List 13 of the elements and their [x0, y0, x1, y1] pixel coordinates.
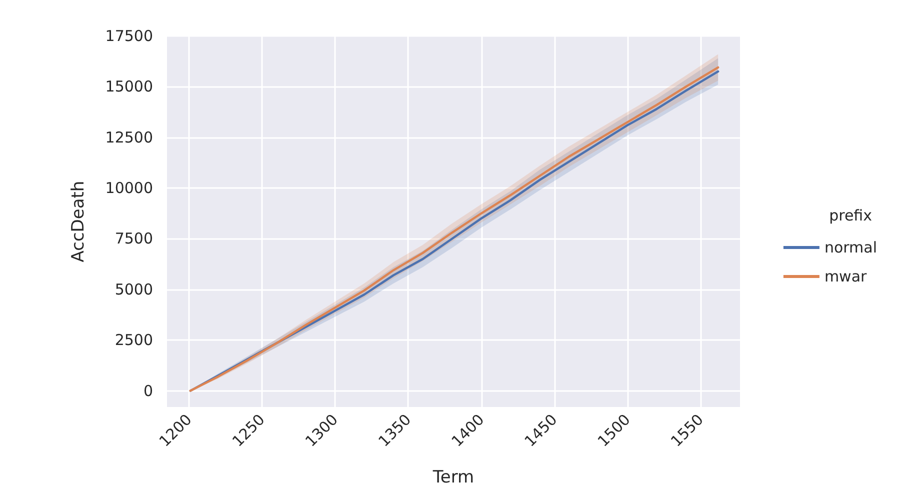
y-tick-label: 17500: [105, 27, 153, 45]
y-tick-label: 2500: [114, 331, 153, 350]
y-tick-label: 0: [143, 382, 153, 400]
y-tick-label: 7500: [114, 230, 153, 248]
legend-label: mwar: [824, 268, 868, 286]
legend-label: normal: [824, 238, 878, 256]
y-axis-title: AccDeath: [68, 180, 88, 262]
x-axis-title: Term: [432, 468, 474, 488]
y-tick-label: 12500: [105, 128, 153, 146]
legend-title: prefix: [829, 206, 872, 224]
y-tick-label: 10000: [105, 179, 153, 198]
y-tick-label: 15000: [105, 78, 153, 96]
y-tick-label: 5000: [114, 280, 153, 298]
